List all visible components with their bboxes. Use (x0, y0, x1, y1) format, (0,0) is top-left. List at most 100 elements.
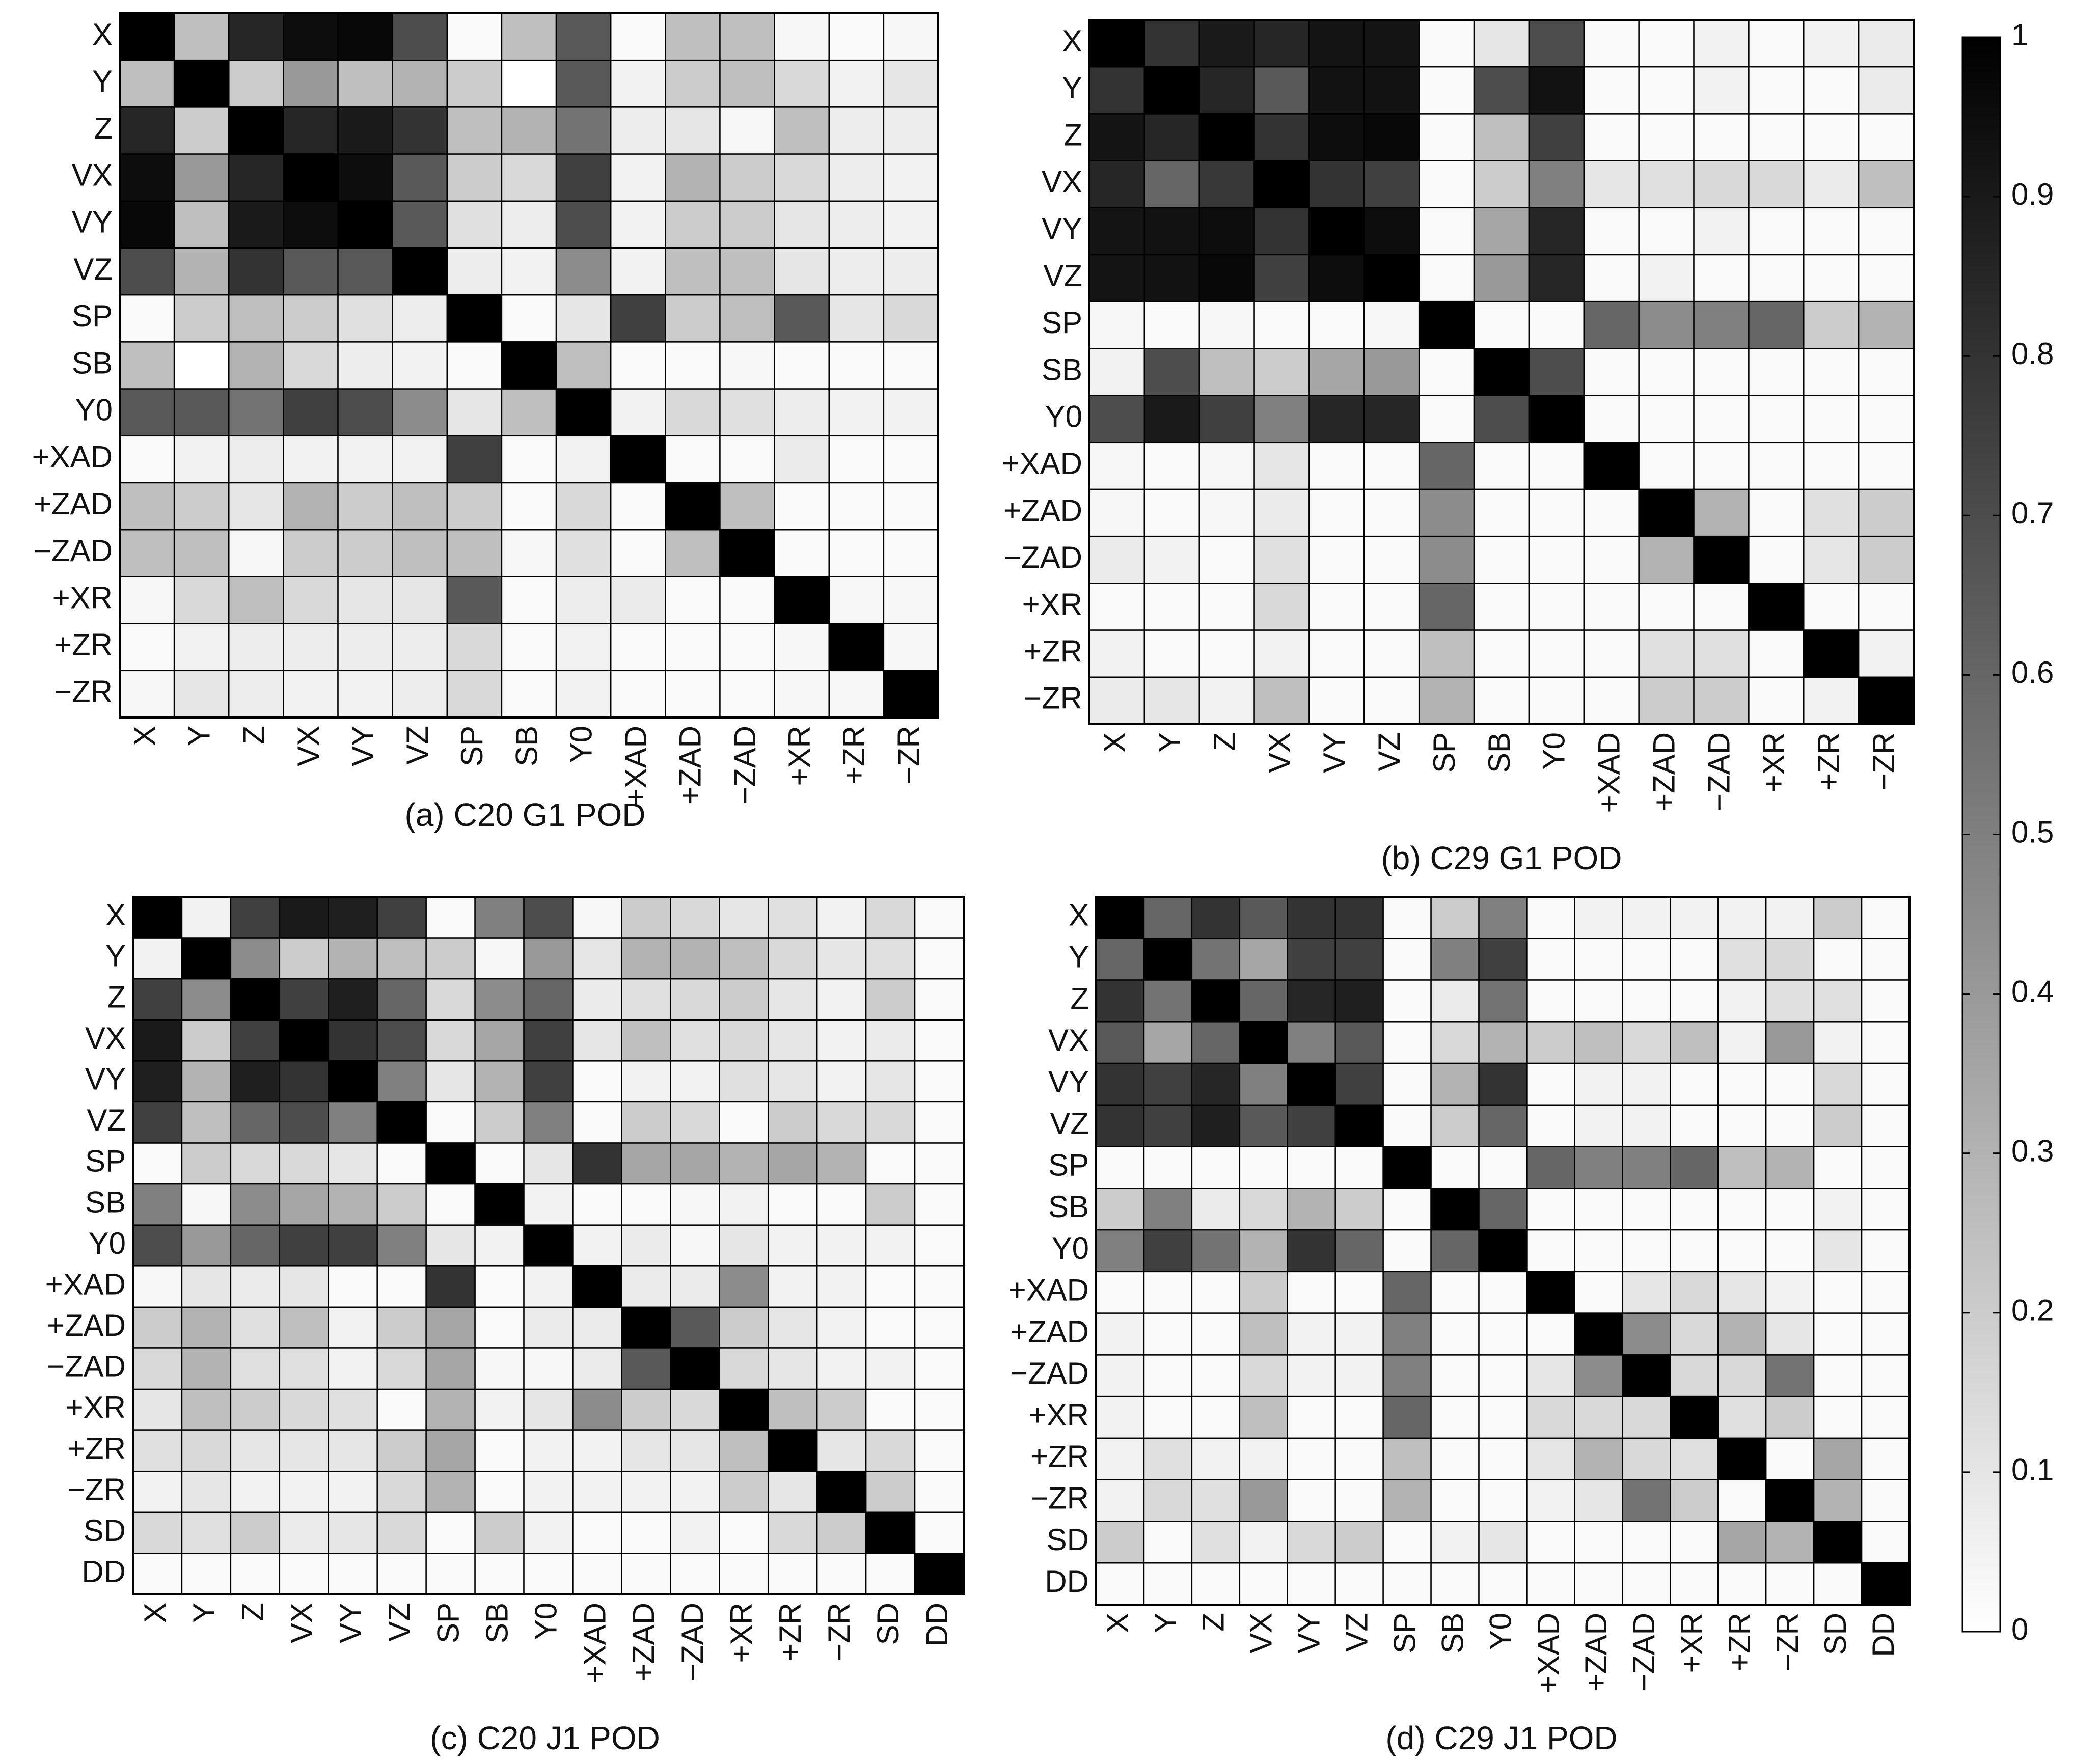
heatmap-cell (914, 896, 965, 939)
heatmap-cell (1191, 938, 1241, 981)
y-tick-label: +ZAD (34, 487, 113, 521)
plot-frame (132, 896, 965, 1595)
heatmap-cell (1583, 442, 1640, 490)
heatmap-cell (1430, 1354, 1480, 1397)
heatmap-cell (665, 435, 721, 484)
heatmap-cell (1765, 1146, 1815, 1189)
y-tick-label: Z (1070, 981, 1089, 1015)
heatmap-cell (1473, 207, 1530, 256)
heatmap-cell (610, 576, 666, 624)
heatmap-cell (501, 623, 557, 672)
heatmap-cell (1583, 395, 1640, 444)
heatmap-cell (883, 153, 939, 202)
heatmap-cell (1095, 896, 1145, 940)
heatmap-cell (555, 435, 612, 484)
heatmap-cell (446, 12, 503, 61)
heatmap-cell (1717, 979, 1767, 1023)
heatmap-cell (446, 200, 503, 249)
heatmap-cell (1765, 1479, 1815, 1522)
heatmap-cell (1239, 1229, 1289, 1273)
heatmap-cell (914, 937, 965, 980)
heatmap-cell (1143, 160, 1200, 209)
y-tick-label: SP (1048, 1148, 1089, 1182)
heatmap-cell (1191, 896, 1241, 940)
heatmap-cell (474, 1265, 525, 1308)
heatmap-cell (1191, 1521, 1241, 1564)
heatmap-cell (1861, 979, 1911, 1023)
heatmap-cell (283, 341, 339, 390)
heatmap-cell (228, 247, 284, 296)
heatmap-cell (119, 106, 175, 155)
heatmap-cell (1748, 535, 1805, 584)
panel-title: (b) C29 G1 POD (1381, 840, 1622, 876)
heatmap-cell (1363, 535, 1420, 584)
heatmap-cell (181, 1347, 232, 1390)
x-tick-label: SP (455, 726, 489, 766)
heatmap-cell (1528, 535, 1585, 584)
heatmap-cell (392, 294, 448, 343)
heatmap-cell (1382, 1062, 1432, 1106)
heatmap-cell (621, 1511, 671, 1554)
heatmap-cell (1693, 19, 1750, 68)
heatmap-cell (828, 482, 885, 531)
x-tick-label: Y0 (564, 726, 598, 763)
heatmap-cell (1143, 1229, 1193, 1273)
heatmap-cell (1191, 1104, 1241, 1147)
heatmap-cell (1418, 442, 1475, 490)
heatmap-cell (446, 670, 503, 719)
heatmap-cell (1693, 442, 1750, 490)
heatmap-cell (1574, 938, 1623, 981)
heatmap-cell (337, 623, 393, 672)
heatmap-cell (1765, 1312, 1815, 1356)
heatmap-cell (1143, 938, 1193, 981)
heatmap-cell (119, 482, 175, 531)
heatmap-cell (1095, 1146, 1145, 1189)
heatmap-cell (1765, 1188, 1815, 1231)
heatmap-cell (132, 1019, 183, 1062)
heatmap-cell (283, 153, 339, 202)
heatmap-cell (181, 896, 232, 939)
heatmap-cell (1478, 1354, 1528, 1397)
heatmap-cell (774, 576, 830, 624)
x-tick-label: SB (1435, 1613, 1469, 1653)
heatmap-cell (283, 435, 339, 484)
heatmap-cell (914, 1019, 965, 1062)
heatmap-cell (1095, 1229, 1145, 1273)
heatmap-cell (1526, 1229, 1575, 1273)
heatmap-cell (474, 978, 525, 1021)
heatmap-cell (230, 1511, 281, 1554)
heatmap-cell (1143, 629, 1200, 678)
heatmap-cell (621, 1019, 671, 1062)
heatmap-cell (425, 1511, 476, 1554)
heatmap-cell (1622, 1104, 1671, 1147)
heatmap-cell (523, 1388, 574, 1431)
heatmap-cell (1622, 896, 1671, 940)
heatmap-cell (132, 1224, 183, 1267)
heatmap-cell (337, 153, 393, 202)
heatmap-cell (1088, 300, 1145, 349)
heatmap-cell (1638, 488, 1695, 537)
heatmap-cell (1143, 113, 1200, 161)
y-tick-label: +ZR (1024, 635, 1082, 669)
heatmap-cell (392, 341, 448, 390)
heatmap-cell (1239, 1312, 1289, 1356)
heatmap-cell (1861, 1271, 1911, 1314)
heatmap-cell (337, 59, 393, 108)
heatmap-cell (1478, 1479, 1528, 1522)
heatmap-cell (376, 896, 427, 939)
y-tick-label: SP (72, 299, 113, 333)
heatmap-cell (719, 978, 769, 1021)
heatmap-cell (501, 247, 557, 296)
heatmap-cell (914, 1101, 965, 1144)
heatmap-cell (670, 1306, 720, 1349)
heatmap-cell (1638, 19, 1695, 68)
x-tick-label: VX (285, 1603, 319, 1643)
heatmap-cell (719, 670, 775, 719)
y-tick-label: X (105, 898, 126, 932)
heatmap-cell (828, 388, 885, 437)
heatmap-cell (119, 435, 175, 484)
heatmap-cell (376, 1347, 427, 1390)
heatmap-cell (1861, 1312, 1911, 1356)
x-tick-label: +XR (1757, 732, 1791, 792)
heatmap-cell (665, 388, 721, 437)
